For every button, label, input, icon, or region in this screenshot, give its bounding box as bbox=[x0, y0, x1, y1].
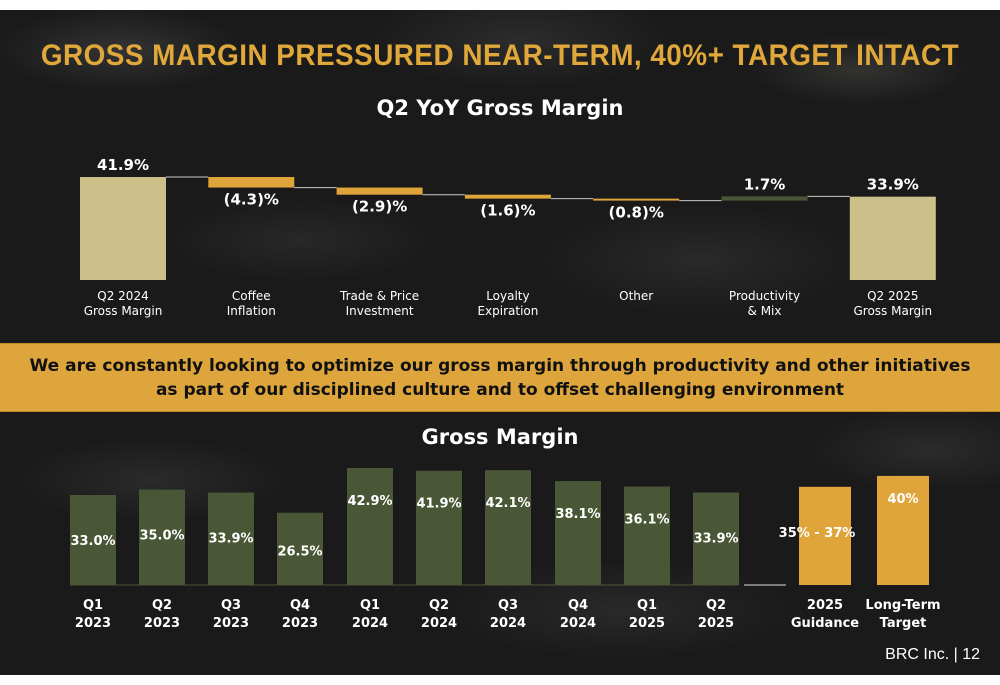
callout-banner: We are constantly looking to optimize ou… bbox=[0, 343, 1000, 412]
waterfall-bar bbox=[464, 194, 551, 199]
waterfall-category-label: Coffee Inflation bbox=[227, 289, 276, 318]
waterfall-category-label: Q2 2025 Gross Margin bbox=[853, 289, 932, 318]
gross-margin-data-label: 42.9% bbox=[347, 494, 392, 509]
gross-margin-bar bbox=[693, 492, 739, 585]
gross-margin-chart-title: Gross Margin bbox=[421, 425, 579, 449]
waterfall-data-label: (0.8)% bbox=[609, 204, 664, 222]
gross-margin-data-label: 35% - 37% bbox=[779, 526, 856, 541]
gross-margin-data-label: 26.5% bbox=[277, 545, 322, 560]
waterfall-data-label: 41.9% bbox=[97, 156, 149, 174]
gross-margin-category-label: Q3 2024 bbox=[490, 598, 526, 631]
gross-margin-data-label: 33.9% bbox=[208, 532, 253, 547]
waterfall-bar bbox=[849, 196, 936, 280]
waterfall-bar bbox=[208, 177, 295, 188]
gross-margin-bar bbox=[139, 489, 185, 585]
gross-margin-bar bbox=[347, 468, 393, 585]
gross-margin-bar bbox=[416, 470, 462, 585]
gross-margin-bar bbox=[877, 475, 929, 585]
gross-margin-category-label: Q4 2024 bbox=[560, 598, 596, 631]
gross-margin-data-label: 35.0% bbox=[139, 529, 184, 544]
waterfall-category-label: Q2 2024 Gross Margin bbox=[84, 289, 163, 318]
gross-margin-category-label: 2025 Guidance bbox=[791, 598, 859, 631]
footer-page-label: BRC Inc. | 12 bbox=[885, 646, 980, 663]
gross-margin-data-label: 42.1% bbox=[485, 496, 530, 511]
gross-margin-category-label: Long-Term Target bbox=[865, 598, 940, 631]
waterfall-data-label: 1.7% bbox=[744, 175, 786, 193]
waterfall-data-label: (1.6)% bbox=[480, 202, 535, 220]
waterfall-chart-title: Q2 YoY Gross Margin bbox=[376, 96, 624, 120]
gross-margin-bar bbox=[624, 486, 670, 585]
waterfall-bar bbox=[721, 196, 808, 201]
waterfall-category-label: Trade & Price Investment bbox=[339, 289, 419, 318]
gross-margin-category-label: Q4 2023 bbox=[282, 598, 318, 631]
waterfall-category-label: Loyalty Expiration bbox=[477, 289, 538, 318]
gross-margin-category-label: Q2 2023 bbox=[144, 598, 180, 631]
waterfall-data-label: 33.9% bbox=[867, 176, 919, 194]
waterfall-bar bbox=[80, 177, 166, 280]
gross-margin-data-label: 33.0% bbox=[70, 534, 115, 549]
waterfall-category-label: Productivity & Mix bbox=[729, 289, 800, 318]
gross-margin-bar bbox=[485, 470, 531, 585]
gross-margin-bar bbox=[70, 495, 116, 585]
waterfall-category-label: Other bbox=[619, 289, 653, 303]
gross-margin-category-label: Q1 2023 bbox=[75, 598, 111, 631]
gross-margin-data-label: 36.1% bbox=[624, 513, 669, 528]
gross-margin-data-label: 40% bbox=[887, 492, 918, 507]
gross-margin-category-label: Q1 2025 bbox=[629, 598, 665, 631]
gross-margin-bar bbox=[799, 486, 851, 585]
gross-margin-category-label: Q2 2025 bbox=[698, 598, 734, 631]
callout-text: We are constantly looking to optimize ou… bbox=[29, 355, 971, 400]
gross-margin-bar bbox=[555, 481, 601, 585]
waterfall-bar bbox=[336, 187, 423, 195]
slide: GROSS MARGIN PRESSURED NEAR-TERM, 40%+ T… bbox=[0, 10, 1000, 675]
waterfall-data-label: (2.9)% bbox=[352, 198, 407, 216]
gross-margin-bar bbox=[208, 492, 254, 585]
waterfall-bar bbox=[593, 198, 680, 201]
gross-margin-category-label: Q2 2024 bbox=[421, 598, 457, 631]
gross-margin-category-label: Q1 2024 bbox=[352, 598, 388, 631]
headline: GROSS MARGIN PRESSURED NEAR-TERM, 40%+ T… bbox=[40, 39, 960, 72]
gross-margin-category-label: Q3 2023 bbox=[213, 598, 249, 631]
gross-margin-data-label: 33.9% bbox=[693, 532, 738, 547]
waterfall-data-label: (4.3)% bbox=[224, 191, 279, 209]
gross-margin-data-label: 38.1% bbox=[555, 507, 600, 522]
gross-margin-bar bbox=[277, 512, 323, 585]
gross-margin-data-label: 41.9% bbox=[416, 497, 461, 512]
